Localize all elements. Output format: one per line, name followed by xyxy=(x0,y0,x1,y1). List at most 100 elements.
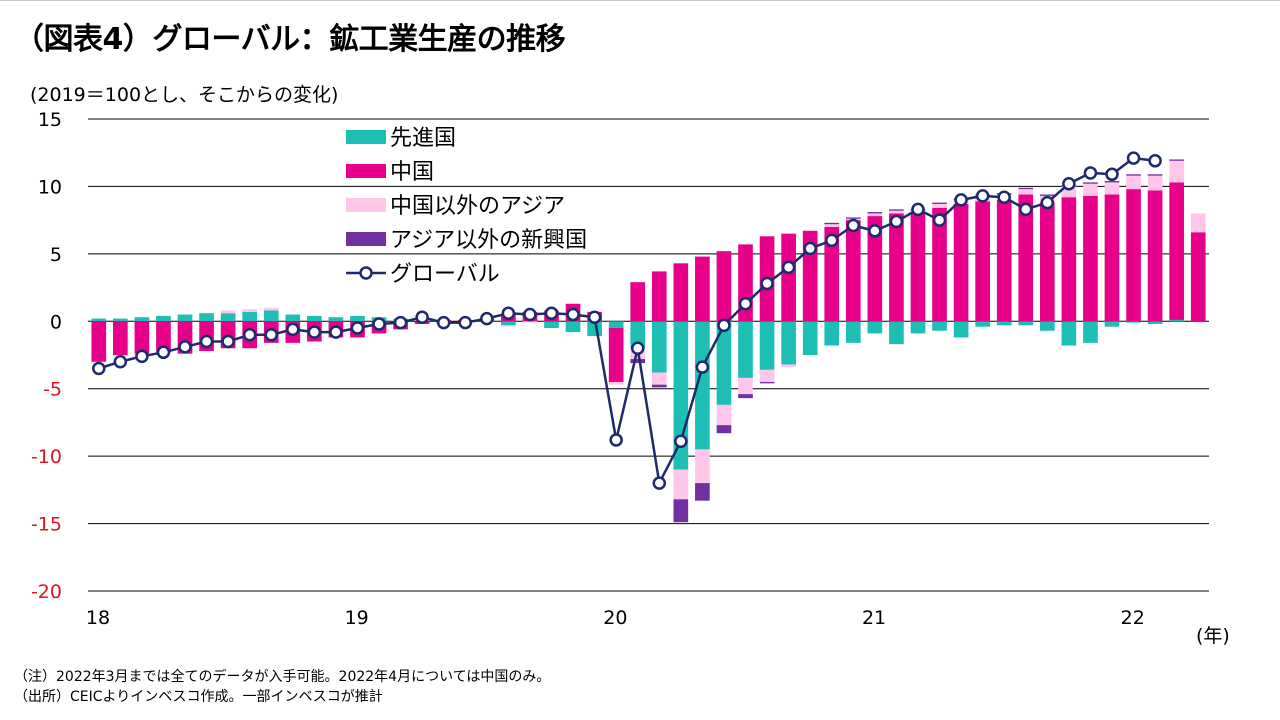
global-point-m34 xyxy=(824,233,839,248)
bar-segment-s3-m35 xyxy=(845,217,861,219)
bar-segment-s2-m27 xyxy=(673,469,689,500)
bar-segment-s3-m27 xyxy=(673,499,689,523)
global-point-m16 xyxy=(436,315,451,330)
bar-segment-s2-m51 xyxy=(1190,213,1206,233)
bar-segment-s0-m34 xyxy=(824,321,840,346)
bar-segment-s1-m1 xyxy=(113,321,128,355)
global-point-m3 xyxy=(156,345,171,360)
bar-segment-s2-m36 xyxy=(867,213,883,217)
bar-segment-s0-m46 xyxy=(1083,321,1098,343)
bar-segment-s0-m10 xyxy=(307,315,322,322)
legend-swatch-1 xyxy=(346,164,386,178)
bar-segment-s0-m28 xyxy=(695,321,710,450)
bar-segment-s1-m45 xyxy=(1061,197,1077,322)
x-tick-label: 18 xyxy=(86,607,110,629)
bar-segment-s2-m6 xyxy=(220,310,236,314)
global-point-m42 xyxy=(997,190,1011,204)
bar-segment-s0-m2 xyxy=(134,317,150,322)
global-point-m40 xyxy=(954,193,968,207)
bar-segment-s3-m50 xyxy=(1169,159,1184,161)
bar-segment-s1-m34 xyxy=(824,226,840,322)
bar-segment-s0-m1 xyxy=(113,318,128,322)
global-point-m8 xyxy=(264,328,278,342)
bar-segment-s1-m50 xyxy=(1169,182,1184,320)
bar-segment-s0-m37 xyxy=(889,321,904,345)
bar-segment-s0-m5 xyxy=(199,313,214,322)
global-point-m19 xyxy=(501,306,516,320)
bar-segment-s3-m25 xyxy=(630,359,646,364)
bar-segment-s1-m29 xyxy=(716,251,732,322)
bar-segment-s3-m30 xyxy=(738,394,753,399)
bar-segment-s0-m24 xyxy=(608,321,624,329)
top-border xyxy=(0,0,1280,1)
bar-segment-s0-m38 xyxy=(910,321,926,334)
bar-segment-s0-m22 xyxy=(565,321,581,333)
global-point-m31 xyxy=(760,276,774,291)
global-point-m47 xyxy=(1105,167,1119,182)
y-tick-label: -5 xyxy=(43,379,62,401)
global-point-m25 xyxy=(630,341,645,356)
global-point-m37 xyxy=(889,214,904,229)
bar-segment-s0-m45 xyxy=(1061,321,1077,346)
bar-segment-s0-m29 xyxy=(716,321,732,405)
bar-segment-s0-m35 xyxy=(845,321,861,343)
bar-segment-s1-m42 xyxy=(996,199,1012,322)
global-point-m12 xyxy=(350,321,365,335)
global-point-m18 xyxy=(480,311,494,326)
bar-segment-s0-m47 xyxy=(1104,321,1120,327)
bar-segment-s0-m7 xyxy=(242,311,258,322)
bar-segment-s2-m29 xyxy=(716,404,732,426)
global-point-m20 xyxy=(523,307,537,322)
global-point-m15 xyxy=(415,310,429,324)
legend-swatch-0 xyxy=(346,130,386,144)
global-point-m14 xyxy=(393,315,408,330)
bar-segment-s0-m26 xyxy=(651,321,667,373)
bar-segment-s1-m37 xyxy=(889,213,904,322)
y-tick-label: 0 xyxy=(50,311,62,333)
bar-segment-s3-m44 xyxy=(1039,194,1055,196)
bar-segment-s1-m26 xyxy=(651,271,667,322)
bar-segment-s2-m26 xyxy=(651,372,667,385)
bar-segment-s3-m26 xyxy=(651,384,667,388)
global-point-m6 xyxy=(221,334,235,349)
bar-segment-s2-m50 xyxy=(1169,160,1184,183)
legend-label-0: 先進国 xyxy=(390,126,456,151)
bar-segment-s2-m20 xyxy=(522,321,538,323)
bar-segment-s1-m48 xyxy=(1126,189,1141,322)
footnote: （注）2022年3月までは全てのデータが入手可能。2022年4月については中国の… xyxy=(14,669,551,685)
bar-segment-s0-m12 xyxy=(350,315,365,322)
bar-segment-s1-m27 xyxy=(673,263,689,322)
bar-segment-s2-m34 xyxy=(824,224,840,227)
bar-segment-s2-m31 xyxy=(759,369,775,382)
global-point-m22 xyxy=(566,307,580,322)
bar-segment-s0-m0 xyxy=(91,318,107,322)
bar-segment-s0-m6 xyxy=(220,313,236,322)
bar-segment-s1-m44 xyxy=(1039,202,1055,322)
y-tick-label: 10 xyxy=(38,176,62,198)
x-tick-label: 19 xyxy=(345,607,369,629)
y-tick-label: 5 xyxy=(50,244,62,266)
bar-segment-s1-m46 xyxy=(1083,195,1098,322)
bar-segment-s1-m49 xyxy=(1147,190,1163,322)
legend-label-3: アジア以外の新興国 xyxy=(390,228,587,253)
bar-segment-s1-m2 xyxy=(134,321,150,354)
global-point-m30 xyxy=(738,297,753,311)
bar-segment-s0-m44 xyxy=(1039,321,1055,331)
y-axis-unit-label: (2019＝100とし、そこからの変化) xyxy=(30,84,339,106)
global-point-m9 xyxy=(286,322,300,337)
bar-segment-s2-m30 xyxy=(738,377,753,395)
legend-label-2: 中国以外のアジア xyxy=(390,194,565,219)
bar-segment-s3-m48 xyxy=(1126,174,1141,176)
bar-segment-s2-m48 xyxy=(1126,175,1141,190)
bar-segment-s2-m33 xyxy=(802,229,818,231)
bar-segment-s1-m32 xyxy=(781,233,796,322)
bar-segment-s2-m7 xyxy=(242,309,258,312)
legend-label-1: 中国 xyxy=(390,160,434,185)
y-tick-label: -10 xyxy=(31,446,62,468)
global-point-m32 xyxy=(781,260,796,275)
x-axis-unit-label: (年) xyxy=(1196,625,1230,647)
bar-segment-s2-m37 xyxy=(889,210,904,214)
bar-segment-s0-m32 xyxy=(781,321,796,365)
bar-segment-s1-m47 xyxy=(1104,194,1120,322)
